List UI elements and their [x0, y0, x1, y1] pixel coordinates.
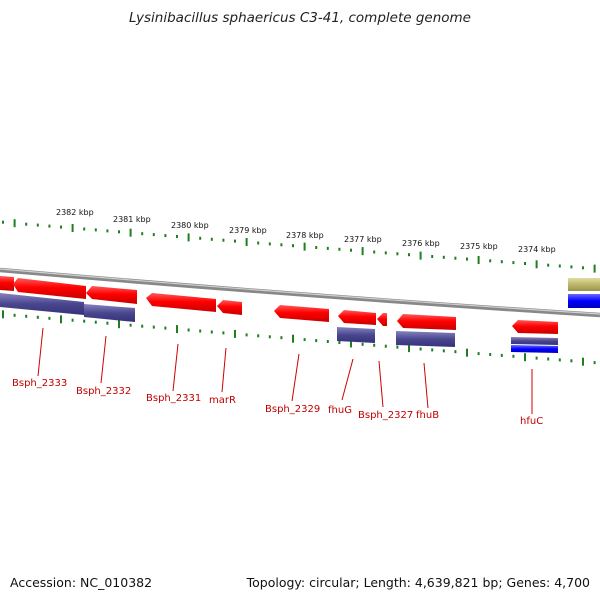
- feature-arrow-fhub: [397, 314, 456, 330]
- leader-fhub: [423, 362, 429, 409]
- topology-text: Topology: circular; Length: 4,639,821 bp…: [246, 575, 590, 590]
- gene-label-hfuc: hfuC: [520, 416, 543, 427]
- feature-arrow-bsph-2327: [377, 313, 387, 326]
- feature-arrow-bsph-2332: [86, 286, 137, 304]
- gene-label-marr: marR: [209, 395, 236, 406]
- kbp-label-2380: 2380 kbp: [171, 221, 209, 230]
- kbp-label-2376: 2376 kbp: [402, 239, 440, 248]
- feature-khaki-block: [568, 278, 600, 291]
- feature-arrow-bsph-2333: [13, 278, 86, 299]
- kbp-label-2378: 2378 kbp: [286, 231, 324, 240]
- gene-label-bsph-2329: Bsph_2329: [265, 404, 320, 415]
- feature-arrow-marr: [217, 300, 242, 315]
- leader-bsph-2329: [291, 353, 300, 402]
- leader-bsph-2333: [37, 327, 44, 377]
- feature-bar-fhub: [396, 331, 455, 347]
- feature-bar-fhug: [337, 327, 375, 343]
- leader-fhug: [341, 358, 354, 401]
- kbp-label-2374: 2374 kbp: [518, 245, 556, 254]
- kbp-label-2377: 2377 kbp: [344, 235, 382, 244]
- kbp-label-2375: 2375 kbp: [460, 242, 498, 251]
- kbp-label-2381: 2381 kbp: [113, 215, 151, 224]
- feature-bar-bsph-2333: [0, 293, 84, 315]
- feature-blue-block: [568, 294, 600, 308]
- gene-label-fhub: fhuB: [416, 410, 439, 421]
- kbp-label-2382: 2382 kbp: [56, 208, 94, 217]
- backbone-arc: [0, 267, 600, 318]
- feature-arrow-fhug: [338, 310, 376, 325]
- feature-arrow-bsph-2331: [146, 293, 216, 312]
- gene-label-fhug: fhuG: [328, 405, 352, 416]
- leader-bsph-2331: [172, 343, 179, 392]
- accession-text: Accession: NC_010382: [10, 575, 153, 590]
- map-title: Lysinibacillus sphaericus C3-41, complet…: [128, 10, 471, 26]
- gene-label-bsph-2333: Bsph_2333: [12, 378, 67, 389]
- gene-label-bsph-2331: Bsph_2331: [146, 393, 201, 404]
- backbone-arc-highlight: [0, 268, 600, 315]
- feature-arrow-bsph-2329: [274, 305, 329, 322]
- gene-label-bsph-2332: Bsph_2332: [76, 386, 131, 397]
- feature-bar-bsph-2332: [84, 304, 135, 322]
- feature-arrow-edge: [0, 276, 14, 291]
- outer-tick-ring: [2, 219, 596, 273]
- leader-bsph-2332: [100, 335, 107, 384]
- inner-tick-ring: [2, 310, 596, 366]
- kbp-label-2379: 2379 kbp: [229, 226, 267, 235]
- feature-bar-hfuc-blue: [511, 345, 558, 353]
- leader-bsph-2327: [378, 360, 384, 408]
- feature-arrow-hfuc: [512, 320, 558, 334]
- leader-marr: [221, 347, 227, 393]
- feature-bar-hfuc: [511, 337, 558, 345]
- gene-label-bsph-2327: Bsph_2327: [358, 410, 413, 421]
